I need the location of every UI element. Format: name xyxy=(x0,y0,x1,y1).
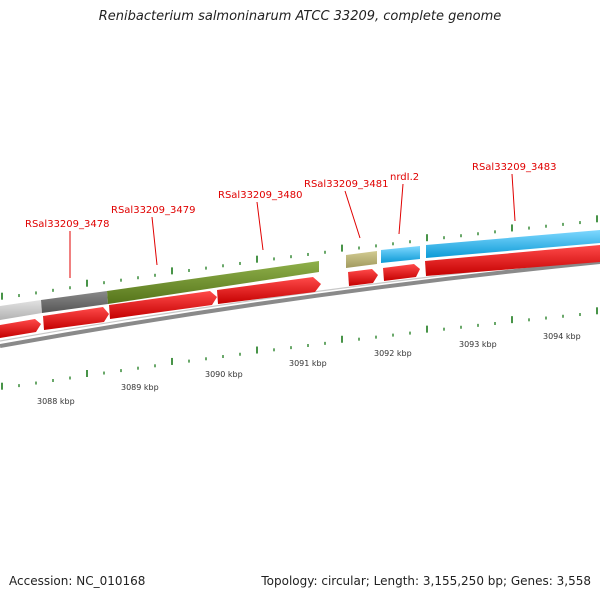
gene-label-pointer xyxy=(151,216,158,266)
gene-block-rsal33209-3480 xyxy=(107,261,319,304)
cds-arrow-5 xyxy=(348,269,378,286)
gene-label-rsal33209-3481: RSal33209_3481 xyxy=(304,179,388,190)
kbp-label-3094: 3094 kbp xyxy=(543,332,581,341)
gene-label-rsal33209-3480: RSal33209_3480 xyxy=(218,190,302,201)
kbp-label-3090: 3090 kbp xyxy=(205,370,243,379)
gene-label-pointer xyxy=(511,173,516,222)
backbone-outer xyxy=(0,260,600,348)
gene-block-nrdi xyxy=(381,246,420,263)
kbp-label-3092: 3092 kbp xyxy=(374,349,412,358)
genome-stats-label: Topology: circular; Length: 3,155,250 bp… xyxy=(261,574,591,588)
kbp-label-3089: 3089 kbp xyxy=(121,383,159,392)
cds-arrow-7 xyxy=(425,245,600,276)
gene-label-rsal33209-3483: RSal33209_3483 xyxy=(472,162,556,173)
cds-arrow-2 xyxy=(43,307,109,330)
gene-block-gray-dark xyxy=(41,291,108,313)
inner-tick-row xyxy=(1,307,598,390)
gene-label-rsal33209-3479: RSal33209_3479 xyxy=(111,205,195,216)
gene-label-nrdi: nrdI.2 xyxy=(390,172,419,183)
gene-label-pointer xyxy=(398,183,404,235)
cds-arrow-3 xyxy=(109,291,217,319)
gene-label-pointer xyxy=(344,190,361,239)
outer-tick-row xyxy=(1,215,598,300)
kbp-label-3088: 3088 kbp xyxy=(37,397,75,406)
cds-arrow-1 xyxy=(0,319,41,338)
gene-label-pointers xyxy=(69,173,516,278)
accession-label: Accession: NC_010168 xyxy=(9,574,146,588)
gene-label-rsal33209-3478: RSal33209_3478 xyxy=(25,219,109,230)
cds-arrow-4 xyxy=(217,277,321,304)
gene-block-rsal33209-3483 xyxy=(426,230,600,258)
kbp-label-3091: 3091 kbp xyxy=(289,359,327,368)
map-title: Renibacterium salmoninarum ATCC 33209, c… xyxy=(98,9,502,24)
cds-arrow-6 xyxy=(383,264,420,281)
gene-block-gray-light xyxy=(0,300,42,320)
gene-label-pointer xyxy=(256,201,264,251)
gene-block-rsal33209-3481 xyxy=(346,251,377,268)
kbp-label-3093: 3093 kbp xyxy=(459,340,497,349)
